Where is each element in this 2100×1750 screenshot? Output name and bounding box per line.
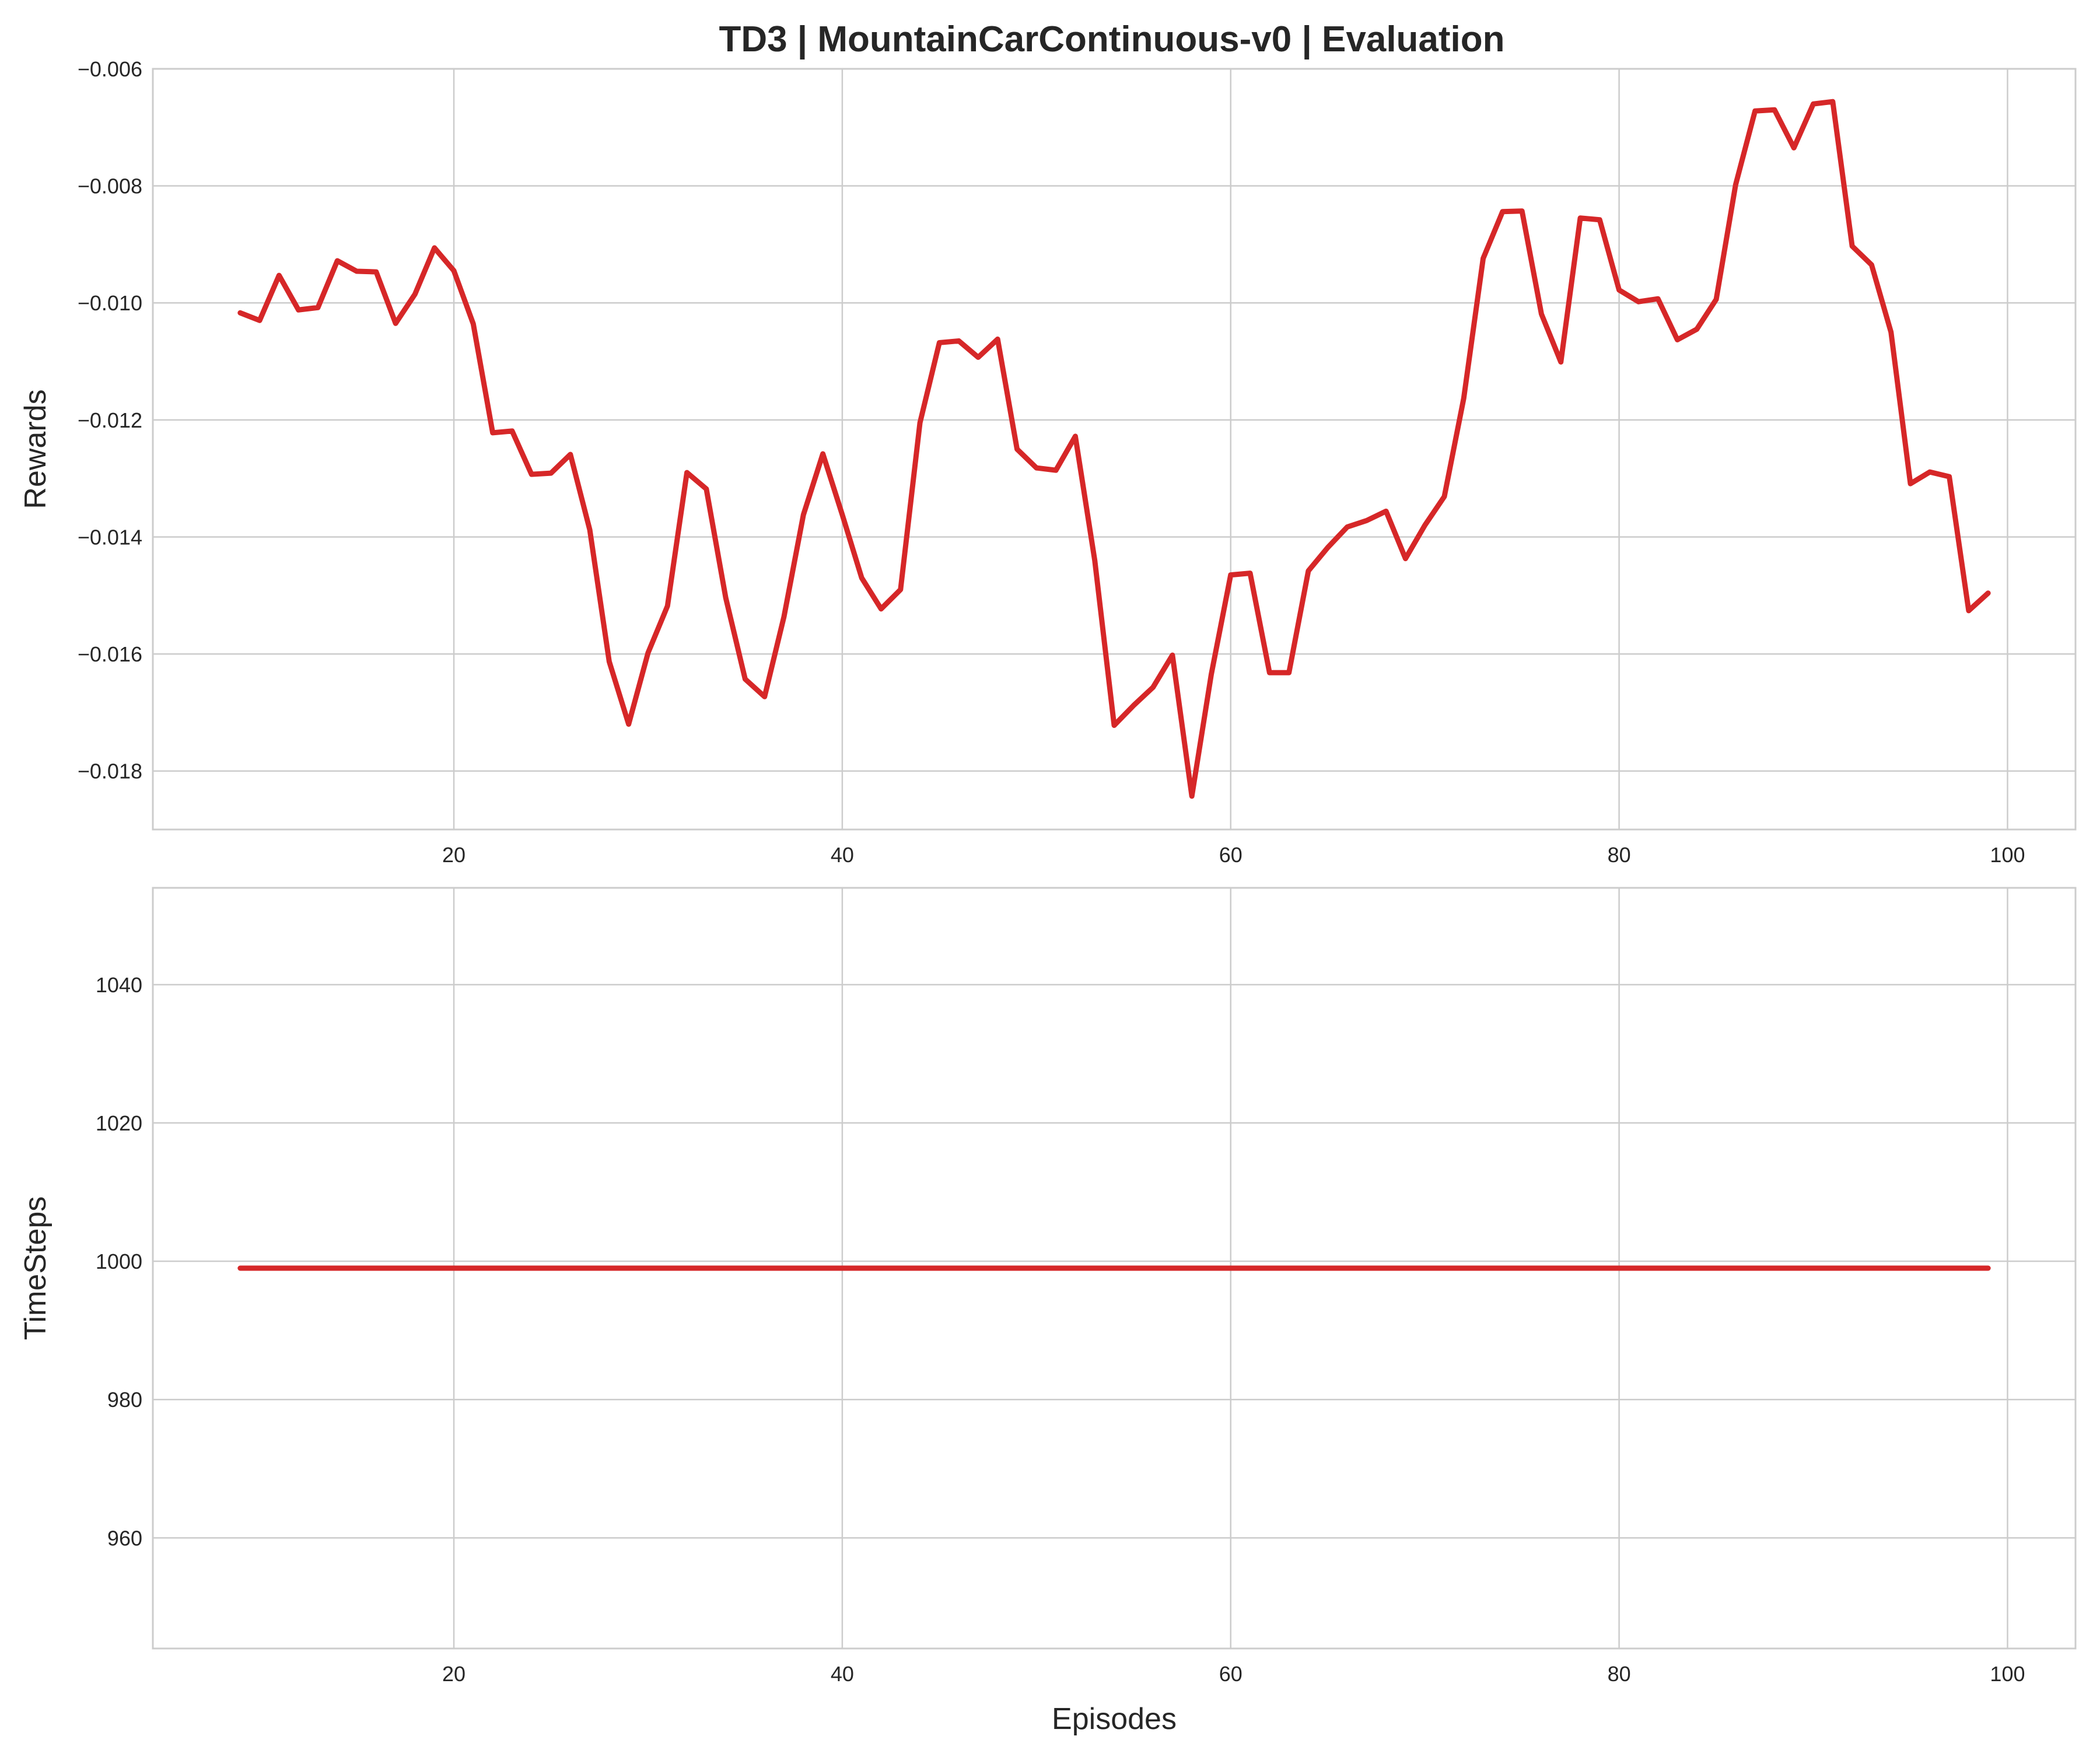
rewards-y-tick-label: −0.008 <box>78 174 142 198</box>
rewards-y-tick-label: −0.018 <box>78 760 142 783</box>
timesteps-x-tick-label: 80 <box>1608 1662 1631 1686</box>
rewards-x-tick-label: 20 <box>442 843 466 867</box>
timesteps-y-tick-label: 1000 <box>96 1250 142 1273</box>
figure-title: TD3 | MountainCarContinuous-v0 | Evaluat… <box>719 19 1504 60</box>
timesteps-y-tick-label: 1040 <box>96 973 142 997</box>
timesteps-panel: 20 40 60 80 100 960 980 1000 1020 1040 TimeSteps… <box>19 887 2077 1736</box>
rewards-series-line-0 <box>237 99 1991 799</box>
timesteps-y-tick-label: 960 <box>107 1526 142 1550</box>
timesteps-y-axis-label: TimeSteps <box>19 1196 52 1340</box>
timesteps-x-tick-label: 100 <box>1990 1662 2025 1686</box>
rewards-y-tick-label: −0.016 <box>78 642 142 666</box>
rewards-y-ticks: −0.018 −0.016 −0.014 −0.012 −0.010 −0.008 −0.0… <box>78 57 142 783</box>
timesteps-y-tick-label: 980 <box>107 1388 142 1412</box>
timesteps-x-tick-label: 60 <box>1219 1662 1242 1686</box>
rewards-series <box>237 99 1991 799</box>
rewards-y-tick-label: −0.014 <box>78 525 142 549</box>
rewards-x-tick-label: 40 <box>831 843 854 867</box>
timesteps-y-tick-label: 1020 <box>96 1111 142 1135</box>
rewards-axes-frame <box>152 68 2077 831</box>
timesteps-x-tick-label: 20 <box>442 1662 466 1686</box>
rewards-y-tick-label: −0.006 <box>78 57 142 81</box>
rewards-y-tick-label: −0.010 <box>78 291 142 315</box>
rewards-x-tick-label: 100 <box>1990 843 2025 867</box>
rewards-x-ticks: 20 40 60 80 100 <box>442 843 2025 867</box>
rewards-y-tick-label: −0.012 <box>78 408 142 432</box>
timesteps-x-tick-label: 40 <box>831 1662 854 1686</box>
timesteps-y-ticks: 960 980 1000 1020 1040 <box>96 973 142 1550</box>
rewards-panel: 20 40 60 80 100 −0.018−0.016−0.014−0.012−0.0… <box>19 57 2077 867</box>
timesteps-axes-frame <box>152 887 2077 1650</box>
timesteps-x-ticks: 20 40 60 80 100 <box>442 1662 2025 1686</box>
rewards-x-tick-label: 60 <box>1219 843 1242 867</box>
episodes-x-axis-label: Episodes <box>1052 1702 1177 1736</box>
rewards-x-tick-label: 80 <box>1608 843 1631 867</box>
rewards-y-axis-label: Rewards <box>19 389 52 509</box>
